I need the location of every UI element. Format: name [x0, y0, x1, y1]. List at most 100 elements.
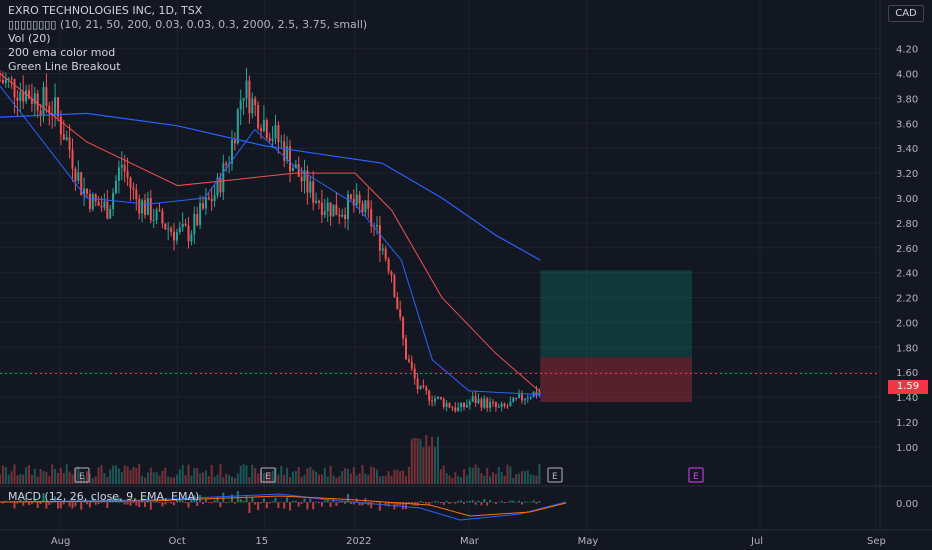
macd-histogram-bar	[523, 501, 526, 503]
volume-bar	[4, 467, 7, 484]
macd-histogram-bar	[187, 502, 190, 508]
macd-histogram-bar	[515, 502, 518, 503]
candle-body	[294, 164, 297, 169]
volume-bar	[97, 467, 100, 484]
volume-bar	[347, 468, 349, 484]
macd-histogram-bar	[242, 501, 245, 503]
candle-body	[173, 231, 175, 241]
macd-histogram-bar	[349, 502, 352, 505]
candle-body	[100, 205, 103, 208]
volume-bar	[338, 476, 341, 484]
candle-body	[529, 397, 532, 399]
volume-bar	[483, 475, 486, 484]
volume-bar	[393, 469, 396, 484]
macd-histogram-bar	[318, 502, 320, 504]
macd-histogram-bar	[129, 502, 132, 506]
candle-body	[413, 368, 416, 379]
volume-bar	[265, 473, 268, 484]
indicator-legend-2[interactable]: Vol (20)	[8, 32, 51, 45]
macd-histogram-bar	[59, 502, 62, 509]
volume-bar	[126, 466, 129, 484]
candle-body	[277, 125, 280, 142]
candle-body	[523, 398, 526, 401]
macd-histogram-bar	[239, 499, 242, 503]
volume-bar	[419, 439, 422, 484]
macd-histogram-bar	[178, 500, 181, 503]
macd-histogram-bar	[30, 502, 33, 505]
macd-histogram-bar	[428, 502, 431, 506]
macd-histogram-bar	[486, 502, 489, 506]
macd-histogram-bar	[228, 501, 231, 503]
candle-body	[535, 391, 538, 396]
volume-bar	[132, 467, 135, 484]
macd-histogram-bar	[492, 502, 494, 503]
macd-histogram-bar	[419, 500, 422, 503]
indicator-legend-3[interactable]: 200 ema color mod	[8, 46, 115, 59]
earnings-marker-label: E	[693, 472, 699, 482]
volume-bar	[492, 472, 494, 484]
ema-200-line	[0, 112, 541, 261]
macd-histogram-bar	[320, 502, 323, 507]
candle-body	[242, 98, 245, 101]
volume-bar	[80, 477, 83, 484]
candle-body	[457, 407, 460, 411]
candle-body	[83, 188, 86, 195]
candle-body	[33, 93, 36, 104]
volume-bar	[277, 474, 280, 484]
candle-body	[94, 194, 97, 202]
macd-legend[interactable]: MACD (12, 26, close, 9, EMA, EMA)	[8, 490, 199, 503]
macd-histogram-bar	[175, 499, 178, 503]
candle-body	[167, 228, 170, 230]
candle-body	[468, 401, 471, 405]
candle-body	[129, 177, 132, 188]
earnings-marker-label: E	[79, 472, 85, 482]
indicator-legend-4[interactable]: Green Line Breakout	[8, 60, 121, 73]
candle-body	[236, 109, 239, 144]
volume-bar	[381, 475, 384, 484]
macd-histogram-bar	[497, 501, 500, 503]
volume-bar	[36, 476, 39, 484]
candle-body	[126, 171, 129, 178]
macd-histogram-bar	[326, 499, 329, 503]
symbol-title[interactable]: EXRO TECHNOLOGIES INC, 1D, TSX	[8, 4, 202, 17]
candle-body	[306, 170, 309, 193]
macd-histogram-bar	[289, 502, 291, 511]
volume-bar	[202, 472, 204, 484]
macd-histogram-bar	[123, 502, 126, 505]
candle-body	[7, 78, 10, 80]
volume-bar	[175, 474, 178, 484]
macd-histogram-bar	[489, 500, 492, 503]
volume-bar	[387, 471, 390, 484]
candle-body	[422, 385, 425, 388]
volume-bar	[13, 464, 16, 484]
candle-body	[271, 138, 274, 141]
volume-bar	[103, 472, 106, 484]
macd-histogram-bar	[42, 492, 45, 503]
volume-bar	[457, 475, 460, 484]
macd-histogram-bar	[300, 502, 303, 504]
volume-bar	[7, 474, 10, 484]
earnings-marker	[688, 467, 704, 483]
volume-bar	[146, 472, 149, 484]
candle-body	[178, 227, 181, 232]
macd-histogram-bar	[257, 502, 260, 511]
candle-body	[216, 177, 219, 196]
volume-bar	[135, 467, 138, 484]
volume-bar	[448, 475, 451, 484]
macd-histogram-bar	[297, 502, 300, 507]
macd-histogram-bar	[45, 502, 48, 509]
volume-bar	[376, 469, 378, 484]
volume-bar	[10, 471, 13, 484]
candle-body	[123, 164, 126, 172]
volume-bar	[436, 436, 439, 484]
x-tick-label: Oct	[169, 536, 186, 547]
volume-bar	[300, 476, 303, 484]
volume-bar	[367, 475, 370, 484]
candle-body	[202, 203, 204, 209]
currency-button[interactable]: CAD	[888, 5, 924, 22]
macd-histogram-bar	[283, 502, 286, 509]
candle-body	[289, 146, 291, 172]
indicator-legend-1[interactable]: ▯▯▯▯▯▯▯▯ (10, 21, 50, 200, 0.03, 0.03, 0…	[8, 18, 367, 31]
candle-body	[62, 134, 65, 140]
